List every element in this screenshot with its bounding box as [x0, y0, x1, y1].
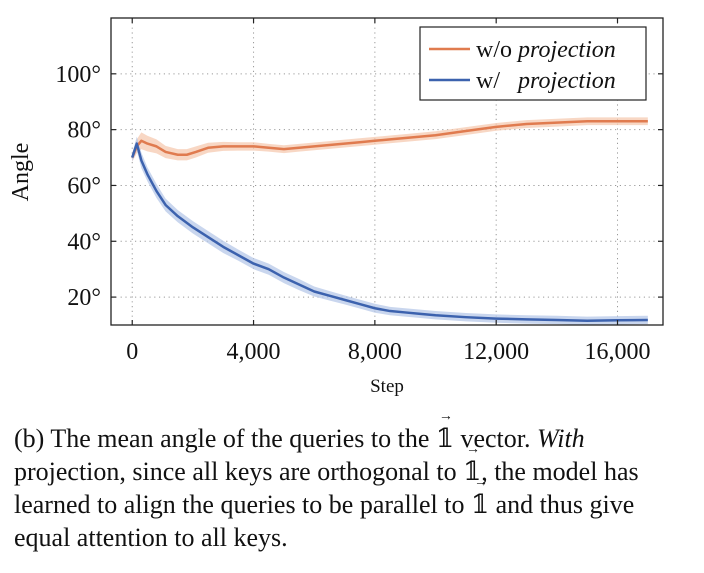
y-tick-label: 80° [67, 118, 101, 144]
series-1-line [131, 142, 648, 323]
x-tick-label: 16,000 [585, 339, 651, 365]
legend-box [419, 26, 647, 101]
y-tick-label: 100° [55, 62, 101, 88]
line-chart: 0 4,000 8,000 12,000 16,000 20° 40° 60° 80° 100°… [8, 17, 664, 397]
y-axis-ticks: 20° 40° 60° 80° 100° [55, 62, 663, 311]
x-tick-label: 12,000 [463, 339, 529, 365]
one-vector-symbol: 𝟙 → [435, 409, 454, 454]
y-tick-label: 60° [67, 173, 101, 199]
caption-emphasis: With [537, 424, 585, 453]
x-tick-label: 8,000 [348, 339, 402, 365]
series-lines [131, 120, 648, 323]
x-tick-label: 0 [126, 339, 138, 365]
y-tick-label: 40° [67, 229, 101, 255]
one-vector-symbol: 𝟙 → [463, 442, 482, 487]
series-0-line [131, 120, 648, 159]
legend-label-w-projection: w/ projection [476, 68, 616, 94]
x-axis-title: Step [370, 376, 404, 397]
plot-frame [110, 17, 664, 326]
grid-lines [111, 18, 663, 325]
figure-caption: (b) The mean angle of the queries to the… [14, 409, 639, 553]
legend: w/o projection w/ projection [419, 26, 647, 101]
one-vector-symbol: 𝟙 → [471, 475, 490, 520]
legend-label-wo-projection: w/o projection [476, 37, 616, 63]
y-axis-title: Angle [8, 143, 34, 202]
x-axis-ticks: 0 4,000 8,000 12,000 16,000 [126, 18, 651, 365]
x-tick-label: 4,000 [227, 339, 281, 365]
y-tick-label: 20° [67, 285, 101, 311]
